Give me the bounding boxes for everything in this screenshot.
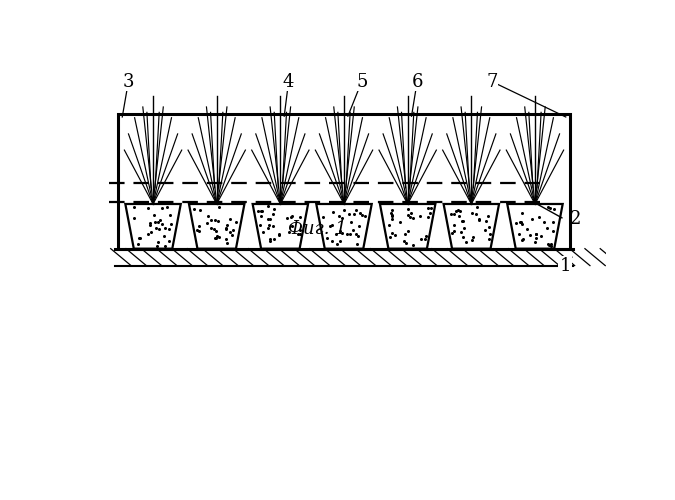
Text: 6: 6: [412, 72, 423, 90]
Polygon shape: [317, 204, 372, 248]
Bar: [118, 114, 570, 248]
Polygon shape: [507, 204, 563, 248]
Text: 4: 4: [283, 72, 294, 90]
Polygon shape: [380, 204, 435, 248]
Text: 5: 5: [356, 72, 367, 90]
Text: 2: 2: [570, 210, 581, 228]
Polygon shape: [252, 204, 308, 248]
Polygon shape: [443, 204, 499, 248]
Text: 3: 3: [123, 72, 134, 90]
Text: 7: 7: [486, 72, 497, 90]
Polygon shape: [189, 204, 244, 248]
Text: 1: 1: [560, 258, 571, 276]
Text: Фиг. 1: Фиг. 1: [288, 220, 346, 238]
Polygon shape: [126, 204, 181, 248]
